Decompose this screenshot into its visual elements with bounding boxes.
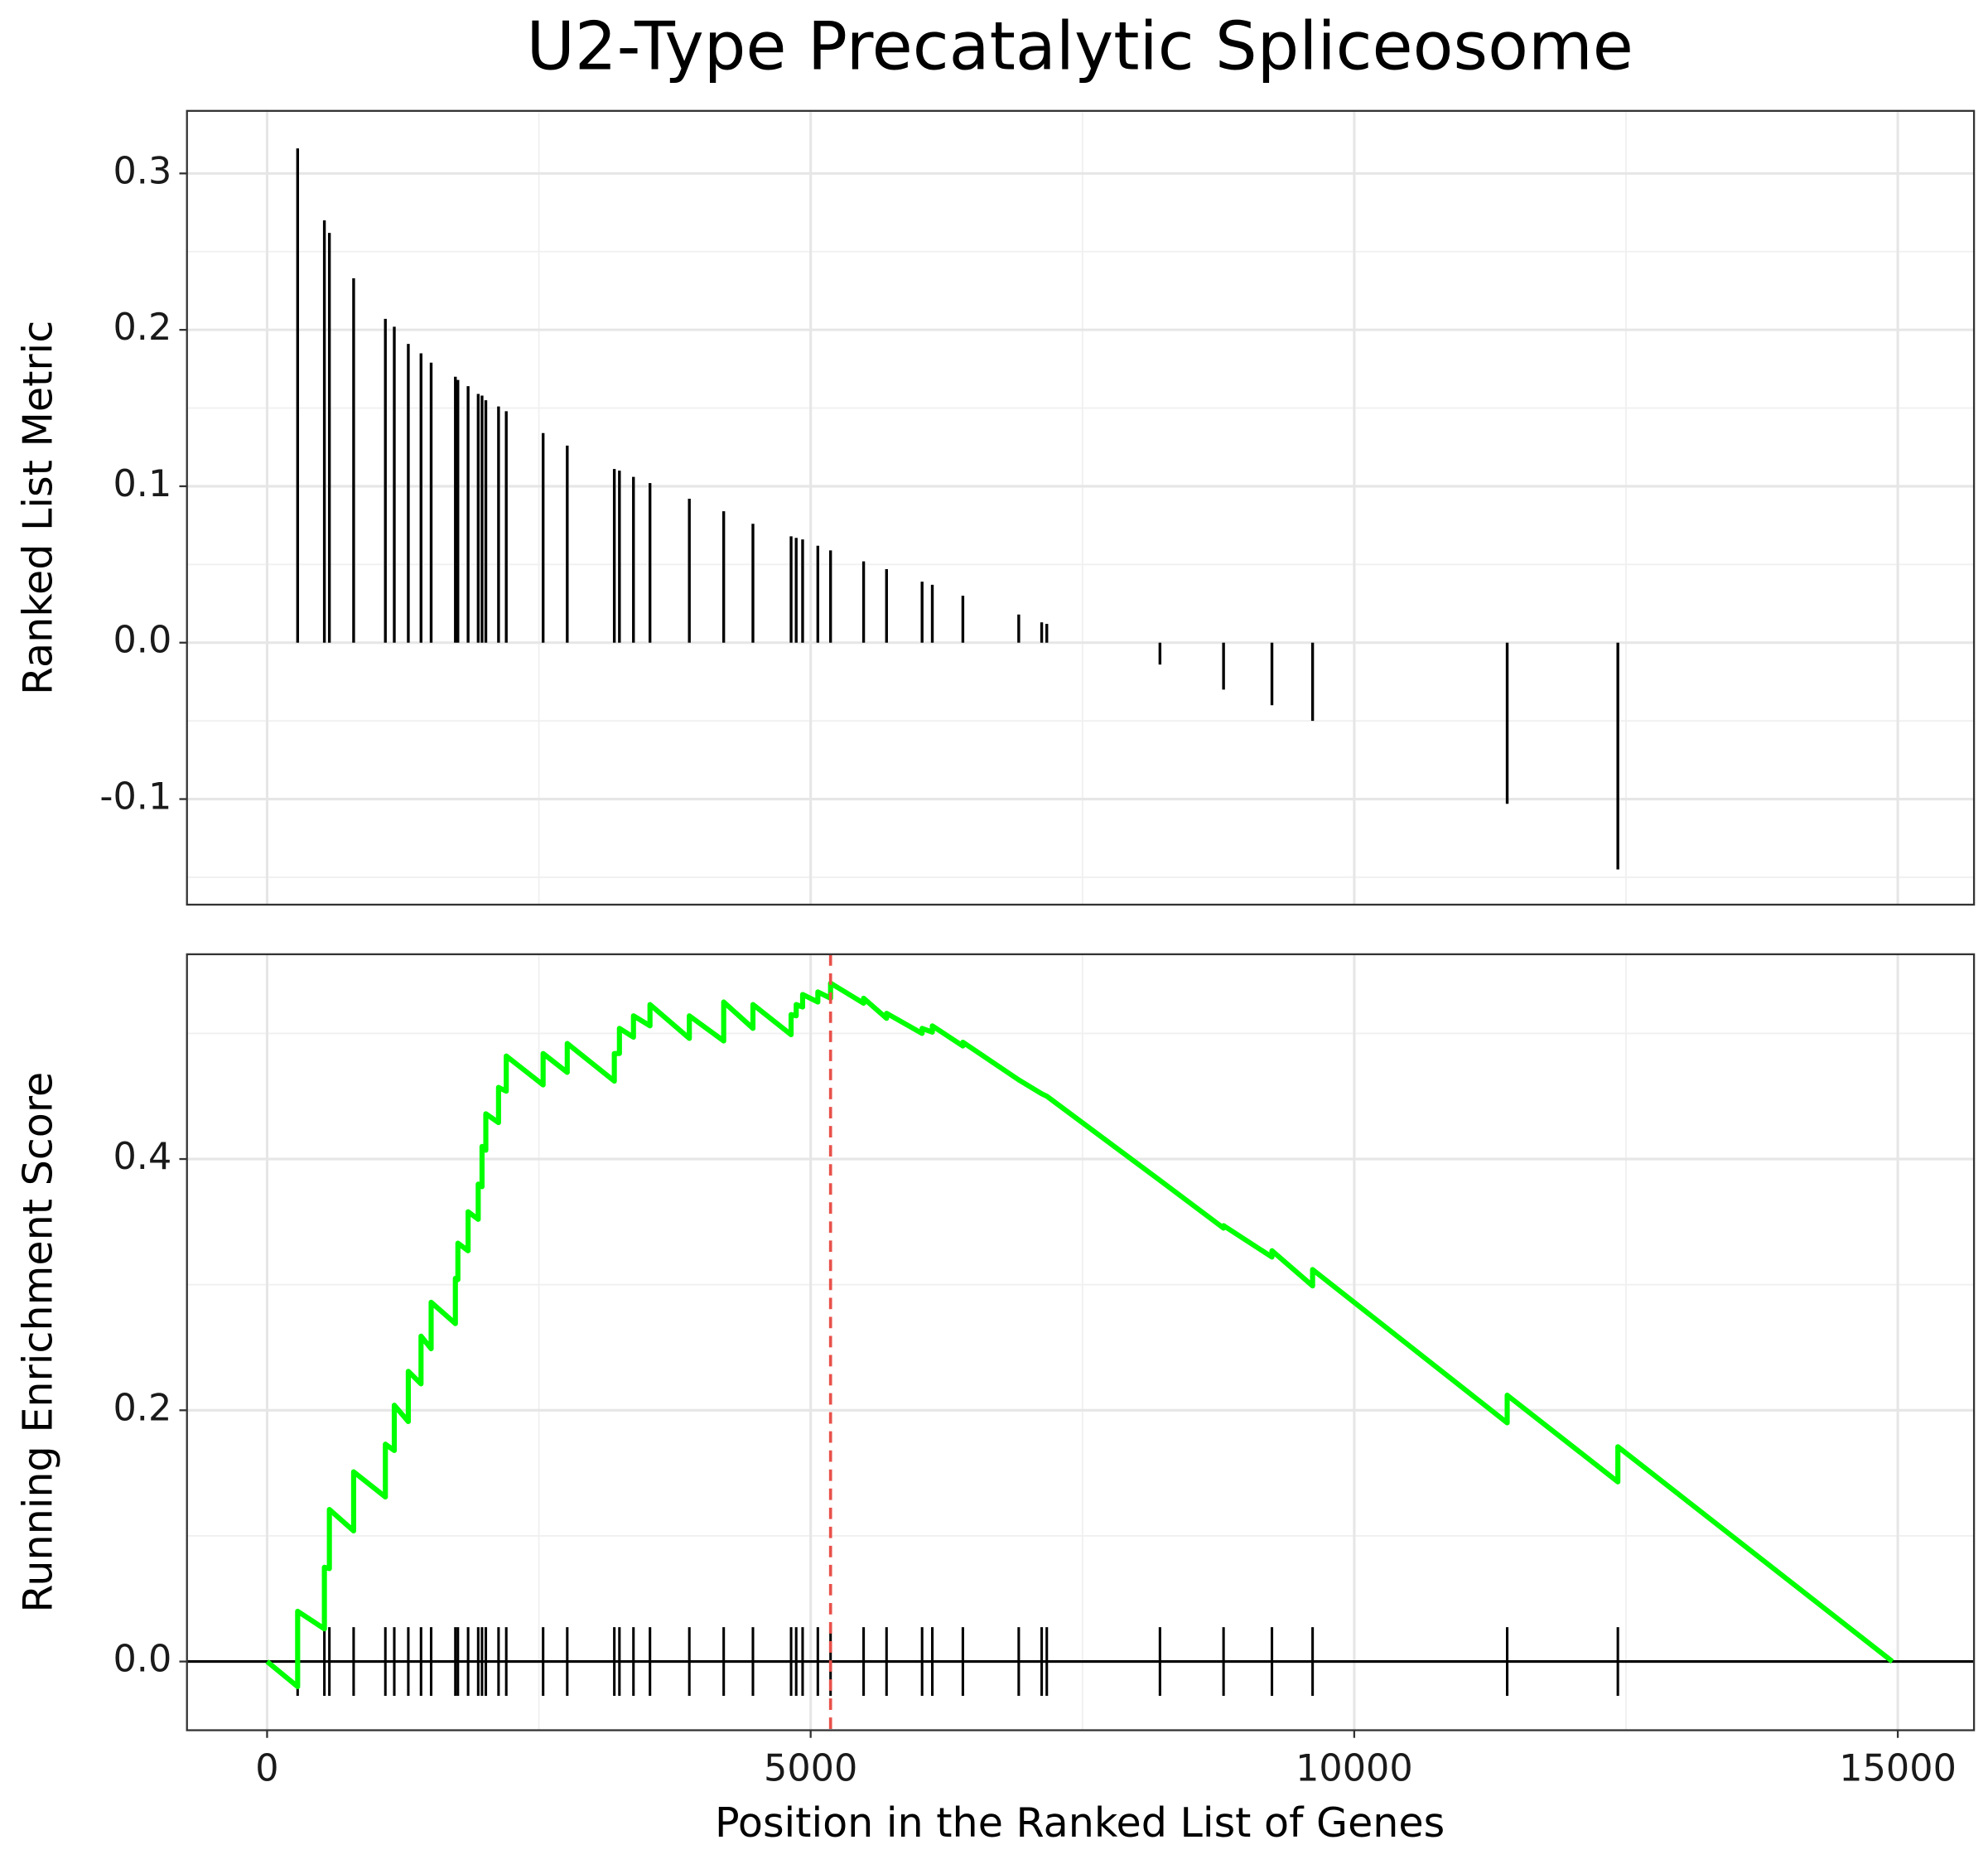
- x-tick-label: 15000: [1839, 1748, 1957, 1790]
- x-tick-label: 0: [255, 1748, 278, 1790]
- y-tick-label: 0.2: [113, 307, 171, 349]
- x-tick-label: 10000: [1296, 1748, 1413, 1790]
- y-tick-label: 0.1: [113, 463, 171, 505]
- y-tick-label: -0.1: [99, 776, 171, 819]
- panel-border: [186, 109, 1976, 906]
- y-tick-label: 0.2: [113, 1387, 171, 1429]
- y-tick-label: 0.0: [113, 620, 171, 662]
- panel-border: [186, 953, 1976, 1731]
- chart-title: U2-Type Precatalytic Spliceosome: [526, 8, 1633, 85]
- running-es-line: [265, 980, 1894, 1689]
- x-axis-title: Position in the Ranked List of Genes: [715, 1799, 1445, 1847]
- y-tick-label: 0.3: [113, 150, 171, 192]
- y-tick-label: 0.0: [113, 1639, 171, 1681]
- x-tick-label: 5000: [764, 1748, 857, 1790]
- y-tick-label: 0.4: [113, 1136, 171, 1178]
- y-axis-title: Ranked List Metric: [14, 321, 62, 695]
- y-axis-title: Running Enrichment Score: [14, 1072, 62, 1613]
